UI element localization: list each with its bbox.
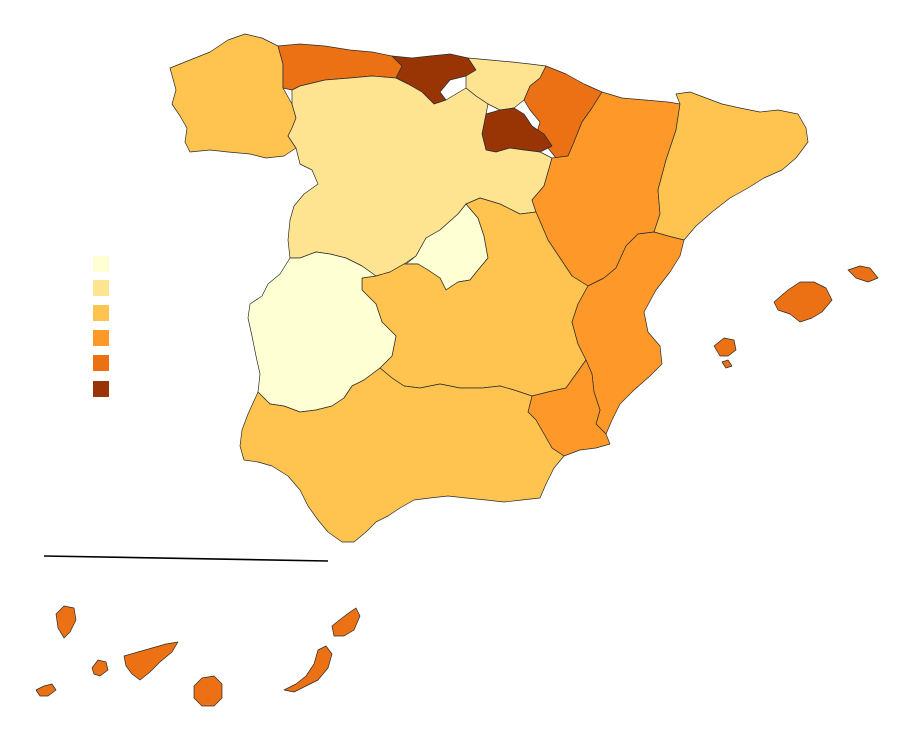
region-galicia[interactable]: [169, 33, 297, 159]
region-canarias-la-gomera[interactable]: [91, 659, 109, 677]
legend: [93, 256, 109, 397]
legend-swatch-5: [93, 355, 109, 371]
region-canarias-gran-canaria[interactable]: [193, 675, 223, 707]
legend-swatch-1: [93, 256, 109, 272]
region-pais-vasco[interactable]: [465, 57, 547, 111]
region-baleares-formentera[interactable]: [721, 359, 733, 369]
region-baleares-ibiza[interactable]: [713, 337, 737, 357]
legend-swatch-6: [93, 381, 109, 397]
region-baleares-mallorca[interactable]: [773, 281, 833, 323]
region-baleares-menorca[interactable]: [847, 265, 879, 283]
legend-swatch-4: [93, 330, 109, 346]
region-canarias-el-hierro[interactable]: [35, 683, 57, 697]
region-canarias-lanzarote[interactable]: [331, 607, 361, 637]
region-canarias-la-palma[interactable]: [55, 605, 77, 639]
legend-swatch-3: [93, 305, 109, 321]
region-cataluna[interactable]: [653, 91, 809, 241]
legend-swatch-2: [93, 280, 109, 296]
region-canarias-fuerteventura[interactable]: [283, 645, 333, 693]
region-canarias-tenerife[interactable]: [123, 641, 179, 681]
canarias-inset-line: [43, 555, 329, 562]
region-andalucia[interactable]: [239, 367, 565, 543]
